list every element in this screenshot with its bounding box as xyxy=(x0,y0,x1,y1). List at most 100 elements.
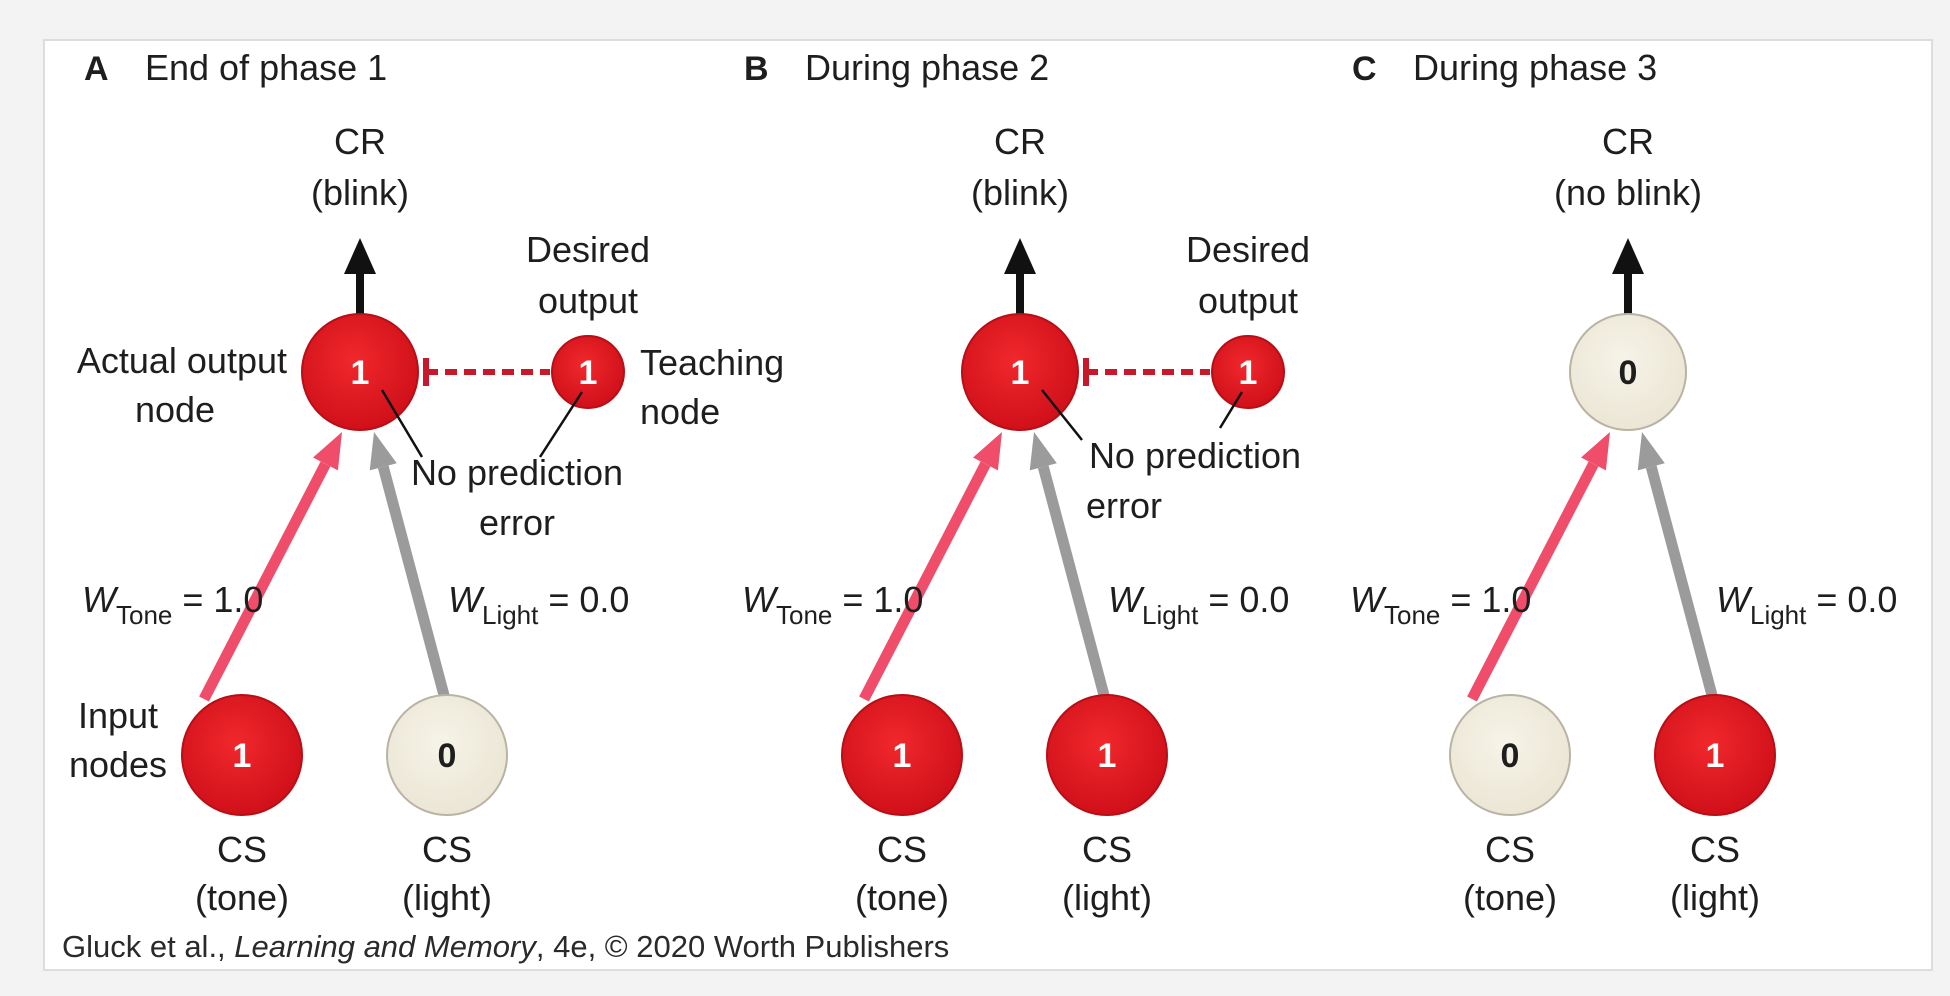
weight-tone-label-value: = 1.0 xyxy=(1440,579,1531,620)
weight-tone-label-subscript: Tone xyxy=(116,600,172,630)
input-node-light-cs-label: CS xyxy=(1690,829,1740,870)
output-arrow-icon xyxy=(1612,238,1644,314)
figure-panel-background xyxy=(43,39,1933,971)
desired-output-label: Desired xyxy=(1186,229,1310,270)
input-node-tone-value: 1 xyxy=(233,737,252,775)
input-node-tone-cs-label: CS xyxy=(217,829,267,870)
actual-output-label-2: node xyxy=(135,389,215,430)
input-node-light-cs-label: CS xyxy=(1082,829,1132,870)
weight-tone-label-subscript: Tone xyxy=(1384,600,1440,630)
actual-output-node-value: 1 xyxy=(1011,354,1030,392)
weight-light-label: WLight = 0.0 xyxy=(1108,579,1289,630)
input-node-light: 1 xyxy=(1654,694,1776,816)
cr-response-label: (blink) xyxy=(311,172,409,213)
no-prediction-error-label: No prediction xyxy=(1089,435,1301,476)
leader-line-teaching xyxy=(1218,391,1244,429)
teaching-node: 1 xyxy=(1211,335,1285,409)
output-arrow-icon xyxy=(344,238,376,314)
weight-light-label-symbol: W xyxy=(448,579,485,620)
input-node-tone: 1 xyxy=(181,694,303,816)
input-node-tone: 0 xyxy=(1449,694,1571,816)
panel-letter: C xyxy=(1352,50,1377,88)
weight-light-label-subscript: Light xyxy=(1142,600,1199,630)
input-node-tone-cs-label: CS xyxy=(877,829,927,870)
teaching-node-value: 1 xyxy=(579,354,598,392)
weight-tone-label: WTone = 1.0 xyxy=(82,579,263,630)
cr-response-label: (no blink) xyxy=(1554,172,1702,213)
publisher-credit: Gluck et al., Learning and Memory, 4e, ©… xyxy=(62,929,949,964)
leader-line-teaching xyxy=(538,391,584,458)
leader-line-output xyxy=(380,389,424,458)
weight-light-label-subscript: Light xyxy=(1750,600,1807,630)
credit-book-title: Learning and Memory xyxy=(234,929,538,964)
desired-output-label-2: output xyxy=(538,280,638,321)
desired-output-label-2: output xyxy=(1198,280,1298,321)
credit-edition: , 4e, © 2020 Worth Publishers xyxy=(536,929,949,964)
tone-connection-arrow xyxy=(199,432,342,702)
teaching-node: 1 xyxy=(551,335,625,409)
weight-light-label-symbol: W xyxy=(1716,579,1753,620)
weight-tone-label-symbol: W xyxy=(82,579,119,620)
output-arrow-icon xyxy=(1004,238,1036,314)
input-node-tone-stimulus-label: (tone) xyxy=(1463,877,1557,918)
weight-tone-label-value: = 1.0 xyxy=(172,579,263,620)
actual-output-node: 1 xyxy=(961,313,1079,431)
actual-output-label: Actual output xyxy=(77,340,287,381)
tone-connection-arrow xyxy=(859,432,1002,702)
weight-light-label: WLight = 0.0 xyxy=(448,579,629,630)
weight-tone-label: WTone = 1.0 xyxy=(1350,579,1531,630)
input-nodes-label: Input xyxy=(78,695,158,736)
input-node-light-stimulus-label: (light) xyxy=(1670,877,1760,918)
panel-title: During phase 2 xyxy=(805,47,1049,88)
credit-authors: Gluck et al., xyxy=(62,929,234,964)
weight-light-label-value: = 0.0 xyxy=(1198,579,1289,620)
cr-response-label: (blink) xyxy=(971,172,1069,213)
panel-letter: A xyxy=(84,50,109,88)
tone-connection-arrow xyxy=(1467,432,1610,702)
panel-title: End of phase 1 xyxy=(145,47,387,88)
light-connection-arrow xyxy=(1637,432,1719,701)
weight-light-label-symbol: W xyxy=(1108,579,1145,620)
input-node-light-value: 0 xyxy=(438,737,457,775)
panel-title: During phase 3 xyxy=(1413,47,1657,88)
panel-a: A End of phase 1 CR (blink) 1 Desired outputTe… xyxy=(69,47,784,918)
no-prediction-error-label: No prediction xyxy=(411,452,623,493)
panel-b: B During phase 2 CR (blink) 1 Desired output 1 N… xyxy=(742,47,1310,918)
input-node-tone-stimulus-label: (tone) xyxy=(195,877,289,918)
input-node-light-stimulus-label: (light) xyxy=(402,877,492,918)
actual-output-node: 0 xyxy=(1569,313,1687,431)
cr-label: CR xyxy=(994,121,1046,162)
input-node-light: 1 xyxy=(1046,694,1168,816)
input-node-tone-cs-label: CS xyxy=(1485,829,1535,870)
weight-tone-label-symbol: W xyxy=(742,579,779,620)
actual-output-node-value: 1 xyxy=(351,354,370,392)
weight-tone-label-symbol: W xyxy=(1350,579,1387,620)
input-node-light-value: 1 xyxy=(1706,737,1725,775)
weight-light-label-value: = 0.0 xyxy=(1806,579,1897,620)
input-node-tone: 1 xyxy=(841,694,963,816)
weight-tone-label-subscript: Tone xyxy=(776,600,832,630)
teaching-node-label: Teaching xyxy=(640,342,784,383)
leader-line-output xyxy=(1041,389,1083,441)
actual-output-node-value: 0 xyxy=(1619,354,1638,392)
no-prediction-error-label-2: error xyxy=(1086,485,1162,526)
panel-letter: B xyxy=(744,50,769,88)
input-node-tone-stimulus-label: (tone) xyxy=(855,877,949,918)
weight-light-label-value: = 0.0 xyxy=(538,579,629,620)
weight-light-label: WLight = 0.0 xyxy=(1716,579,1897,630)
input-node-tone-value: 1 xyxy=(893,737,912,775)
input-node-tone-value: 0 xyxy=(1501,737,1520,775)
teaching-node-value: 1 xyxy=(1239,354,1258,392)
weight-light-label-subscript: Light xyxy=(482,600,539,630)
input-node-light-cs-label: CS xyxy=(422,829,472,870)
teaching-node-label-2: node xyxy=(640,391,720,432)
weight-tone-label: WTone = 1.0 xyxy=(742,579,923,630)
desired-output-label: Desired xyxy=(526,229,650,270)
actual-output-node: 1 xyxy=(301,313,419,431)
input-node-light-stimulus-label: (light) xyxy=(1062,877,1152,918)
input-node-light-value: 1 xyxy=(1098,737,1117,775)
cr-label: CR xyxy=(1602,121,1654,162)
cr-label: CR xyxy=(334,121,386,162)
